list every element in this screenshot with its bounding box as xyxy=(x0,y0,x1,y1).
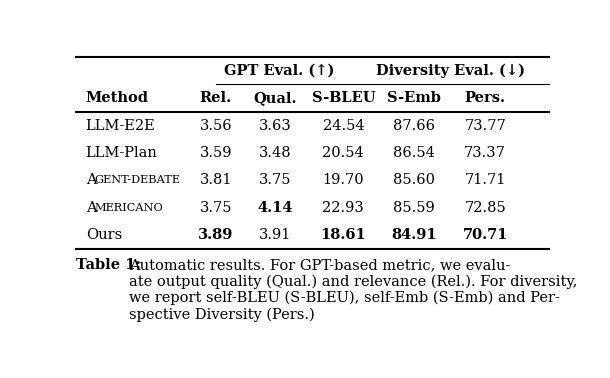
Text: A: A xyxy=(85,201,96,215)
Text: Ours: Ours xyxy=(85,228,122,242)
Text: 3.56: 3.56 xyxy=(199,119,232,133)
Text: MERICANO: MERICANO xyxy=(94,203,163,213)
Text: GPT Eval. (↑): GPT Eval. (↑) xyxy=(224,64,335,78)
Text: 71.71: 71.71 xyxy=(464,174,506,187)
Text: 3.75: 3.75 xyxy=(199,201,232,215)
Text: 73.77: 73.77 xyxy=(464,119,506,133)
Text: 3.81: 3.81 xyxy=(199,174,232,187)
Text: S-Emb: S-Emb xyxy=(387,91,441,105)
Text: 19.70: 19.70 xyxy=(323,174,364,187)
Text: 87.66: 87.66 xyxy=(393,119,436,133)
Text: 73.37: 73.37 xyxy=(464,146,506,160)
Text: 85.60: 85.60 xyxy=(393,174,436,187)
Text: LLM-Plan: LLM-Plan xyxy=(85,146,157,160)
Text: 4.14: 4.14 xyxy=(257,201,293,215)
Text: 84.91: 84.91 xyxy=(392,228,437,242)
Text: Automatic results. For GPT-based metric, we evalu-
ate output quality (Qual.) an: Automatic results. For GPT-based metric,… xyxy=(129,258,578,322)
Text: Qual.: Qual. xyxy=(253,91,296,105)
Text: Table 1:: Table 1: xyxy=(76,258,142,272)
Text: Rel.: Rel. xyxy=(199,91,232,105)
Text: 70.71: 70.71 xyxy=(462,228,508,242)
Text: Diversity Eval. (↓): Diversity Eval. (↓) xyxy=(376,64,525,78)
Text: 3.75: 3.75 xyxy=(259,174,291,187)
Text: 72.85: 72.85 xyxy=(464,201,506,215)
Text: 3.91: 3.91 xyxy=(259,228,291,242)
Text: LLM-E2E: LLM-E2E xyxy=(85,119,156,133)
Text: Pers.: Pers. xyxy=(465,91,506,105)
Text: A: A xyxy=(85,174,96,187)
Text: Method: Method xyxy=(85,91,149,105)
Text: 3.59: 3.59 xyxy=(199,146,232,160)
Text: 24.54: 24.54 xyxy=(323,119,364,133)
Text: 85.59: 85.59 xyxy=(393,201,435,215)
Text: S-BLEU: S-BLEU xyxy=(312,91,375,105)
Text: 3.63: 3.63 xyxy=(259,119,291,133)
Text: 20.54: 20.54 xyxy=(323,146,364,160)
Text: 18.61: 18.61 xyxy=(320,228,366,242)
Text: 3.89: 3.89 xyxy=(198,228,234,242)
Text: 22.93: 22.93 xyxy=(323,201,364,215)
Text: 3.48: 3.48 xyxy=(259,146,291,160)
Text: GENT-DEBATE: GENT-DEBATE xyxy=(94,175,180,186)
Text: 86.54: 86.54 xyxy=(393,146,435,160)
